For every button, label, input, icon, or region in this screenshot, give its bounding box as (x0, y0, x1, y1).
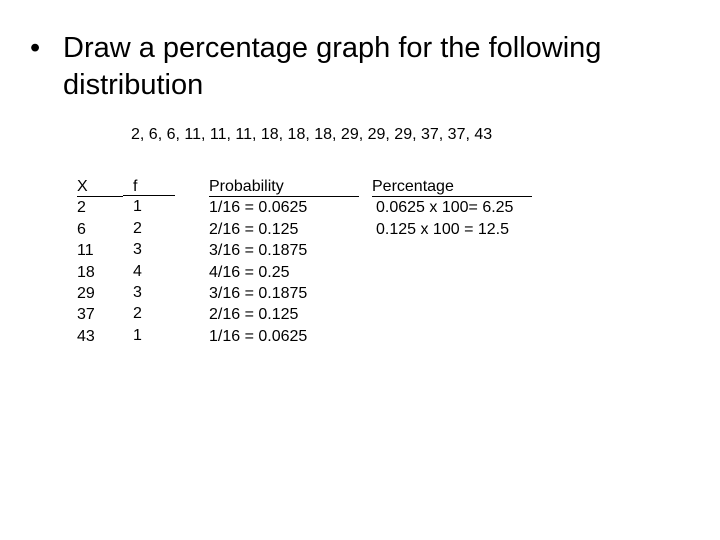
f-value: 3 (133, 283, 142, 301)
x-value: 18 (77, 263, 95, 281)
probability-value: 2/16 = 0.125 (209, 306, 299, 324)
header-x: X (77, 176, 123, 198)
column-probability: Probability 1/16 = 0.0625 2/16 = 0.125 3… (209, 176, 359, 347)
header-probability: Probability (209, 176, 359, 198)
probability-value: 3/16 = 0.1875 (209, 284, 308, 302)
x-value: 2 (77, 199, 86, 217)
probability-value: 4/16 = 0.25 (209, 263, 290, 281)
title-text: Draw a percentage graph for the followin… (63, 32, 602, 101)
x-value: 6 (77, 220, 86, 238)
header-percentage: Percentage (372, 176, 532, 198)
f-value: 2 (133, 219, 142, 237)
probability-value: 1/16 = 0.0625 (209, 327, 308, 345)
bullet-icon: • (30, 32, 41, 64)
distribution-values: 2, 6, 6, 11, 11, 11, 18, 18, 18, 29, 29,… (131, 126, 493, 143)
column-frequency: f 1 2 3 4 3 2 1 (123, 176, 175, 346)
probability-value: 1/16 = 0.0625 (209, 199, 308, 217)
f-value: 1 (133, 198, 142, 216)
x-value: 29 (77, 284, 95, 302)
percentage-value: 0.125 x 100 = 12.5 (376, 220, 509, 238)
probability-value: 2/16 = 0.125 (209, 220, 299, 238)
probability-value: 3/16 = 0.1875 (209, 242, 308, 260)
column-percentage: Percentage 0.0625 x 100= 6.25 0.125 x 10… (372, 176, 532, 240)
f-value: 4 (133, 262, 142, 280)
f-value: 2 (133, 305, 142, 323)
column-x: X 2 6 11 18 29 37 43 (77, 176, 123, 347)
x-value: 11 (77, 242, 94, 260)
f-value: 1 (133, 326, 142, 344)
x-value: 43 (77, 327, 95, 345)
x-value: 37 (77, 306, 95, 324)
f-value: 3 (133, 241, 142, 259)
slide-title: • Draw a percentage graph for the follow… (30, 30, 690, 104)
header-f: f (123, 176, 175, 197)
percentage-value: 0.0625 x 100= 6.25 (376, 199, 514, 217)
